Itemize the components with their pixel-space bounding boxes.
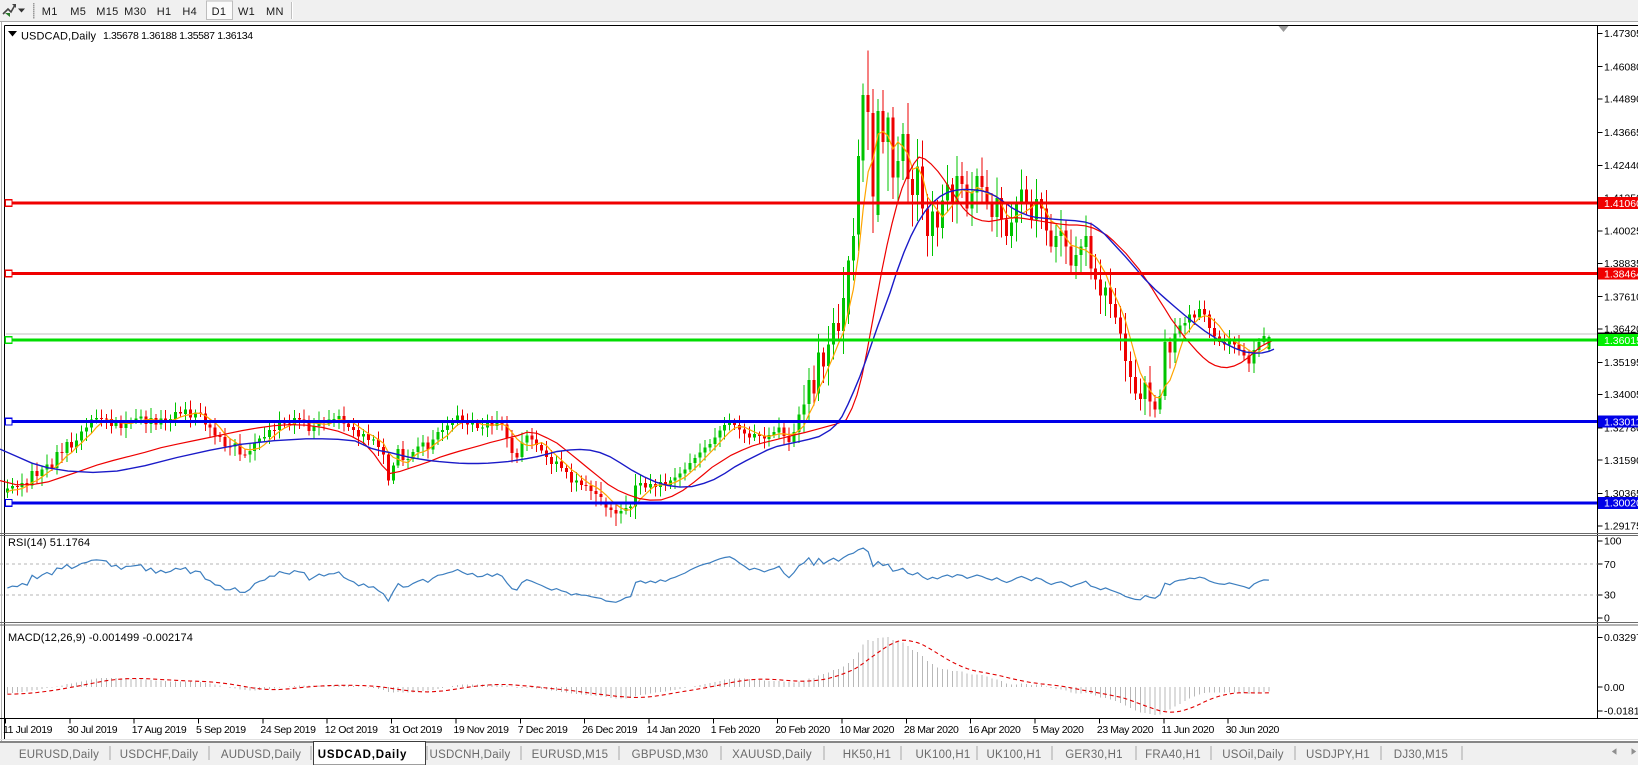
svg-text:1.29175: 1.29175 (1604, 520, 1638, 532)
svg-text:-0.01815: -0.01815 (1604, 706, 1638, 718)
svg-text:11 Jun 2020: 11 Jun 2020 (1161, 724, 1214, 736)
svg-text:0: 0 (1604, 613, 1610, 625)
svg-text:20 Feb 2020: 20 Feb 2020 (775, 724, 830, 736)
svg-text:XAUUSD,Daily: XAUUSD,Daily (732, 749, 812, 761)
svg-text:11 Jul 2019: 11 Jul 2019 (3, 724, 53, 736)
svg-text:1.35678 1.36188 1.35587 1.3613: 1.35678 1.36188 1.35587 1.36134 (103, 30, 253, 42)
svg-text:USDCHF,Daily: USDCHF,Daily (120, 749, 198, 761)
svg-text:1.42440: 1.42440 (1604, 160, 1638, 172)
svg-text:HK50,H1: HK50,H1 (843, 749, 891, 761)
svg-text:1.44890: 1.44890 (1604, 94, 1638, 106)
svg-text:M15: M15 (96, 6, 118, 18)
svg-text:31 Oct 2019: 31 Oct 2019 (389, 724, 442, 736)
svg-text:H1: H1 (157, 6, 172, 18)
svg-text:1.40025: 1.40025 (1604, 226, 1638, 238)
svg-text:23 May 2020: 23 May 2020 (1097, 724, 1154, 736)
svg-text:70: 70 (1604, 559, 1616, 571)
svg-text:DJ30,M15: DJ30,M15 (1394, 749, 1448, 761)
svg-text:M30: M30 (124, 6, 146, 18)
svg-text:30 Jun 2020: 30 Jun 2020 (1226, 724, 1280, 736)
svg-text:AUDUSD,Daily: AUDUSD,Daily (221, 749, 301, 761)
svg-text:5 Sep 2019: 5 Sep 2019 (196, 724, 246, 736)
svg-text:1.43665: 1.43665 (1604, 127, 1638, 139)
svg-text:1.38835: 1.38835 (1604, 258, 1638, 270)
svg-text:M1: M1 (42, 6, 58, 18)
svg-text:1.38464: 1.38464 (1604, 268, 1638, 280)
svg-text:USDJPY,H1: USDJPY,H1 (1306, 749, 1370, 761)
svg-text:19 Nov 2019: 19 Nov 2019 (453, 724, 509, 736)
svg-text:16 Apr 2020: 16 Apr 2020 (968, 724, 1021, 736)
svg-text:USDCAD,Daily: USDCAD,Daily (318, 749, 407, 761)
svg-text:5 May 2020: 5 May 2020 (1033, 724, 1084, 736)
svg-text:1.31590: 1.31590 (1604, 455, 1638, 467)
svg-text:1 Feb 2020: 1 Feb 2020 (711, 724, 761, 736)
svg-text:17 Aug 2019: 17 Aug 2019 (132, 724, 187, 736)
svg-text:1.46080: 1.46080 (1604, 61, 1638, 73)
svg-text:30 Jul 2019: 30 Jul 2019 (67, 724, 117, 736)
svg-text:MN: MN (266, 6, 284, 18)
svg-text:12 Oct 2019: 12 Oct 2019 (325, 724, 378, 736)
svg-text:M5: M5 (70, 6, 86, 18)
svg-text:24 Sep 2019: 24 Sep 2019 (260, 724, 316, 736)
svg-text:D1: D1 (212, 6, 227, 18)
svg-text:10 Mar 2020: 10 Mar 2020 (840, 724, 895, 736)
svg-text:26 Dec 2019: 26 Dec 2019 (582, 724, 638, 736)
svg-text:1.30020: 1.30020 (1604, 498, 1638, 510)
svg-text:1.41060: 1.41060 (1604, 198, 1638, 210)
svg-text:7 Dec 2019: 7 Dec 2019 (518, 724, 568, 736)
svg-text:1.35195: 1.35195 (1604, 357, 1638, 369)
svg-text:14 Jan 2020: 14 Jan 2020 (647, 724, 701, 736)
svg-text:30: 30 (1604, 590, 1616, 602)
svg-text:1.47305: 1.47305 (1604, 28, 1638, 40)
svg-text:USDCAD,Daily: USDCAD,Daily (21, 31, 97, 43)
svg-text:H4: H4 (182, 6, 197, 18)
svg-text:1.37610: 1.37610 (1604, 291, 1638, 303)
svg-text:RSI(14) 51.1764: RSI(14) 51.1764 (8, 537, 90, 549)
svg-text:0.032972: 0.032972 (1604, 632, 1638, 644)
svg-text:28 Mar 2020: 28 Mar 2020 (904, 724, 959, 736)
svg-text:1.36015: 1.36015 (1604, 335, 1638, 347)
svg-text:UK100,H1: UK100,H1 (915, 749, 970, 761)
svg-text:EURUSD,Daily: EURUSD,Daily (19, 749, 99, 761)
svg-text:UK100,H1: UK100,H1 (986, 749, 1041, 761)
svg-text:GBPUSD,M30: GBPUSD,M30 (632, 749, 709, 761)
svg-text:W1: W1 (238, 6, 255, 18)
svg-text:GER30,H1: GER30,H1 (1065, 749, 1123, 761)
svg-text:100: 100 (1604, 536, 1622, 548)
svg-text:USOil,Daily: USOil,Daily (1222, 749, 1284, 761)
svg-text:EURUSD,M15: EURUSD,M15 (532, 749, 609, 761)
svg-text:MACD(12,26,9) -0.001499 -0.002: MACD(12,26,9) -0.001499 -0.002174 (8, 632, 193, 644)
svg-text:FRA40,H1: FRA40,H1 (1145, 749, 1201, 761)
svg-text:1.34005: 1.34005 (1604, 389, 1638, 401)
svg-text:USDCNH,Daily: USDCNH,Daily (430, 749, 511, 761)
svg-text:1.33011: 1.33011 (1604, 416, 1638, 428)
svg-text:0.00: 0.00 (1604, 682, 1625, 694)
